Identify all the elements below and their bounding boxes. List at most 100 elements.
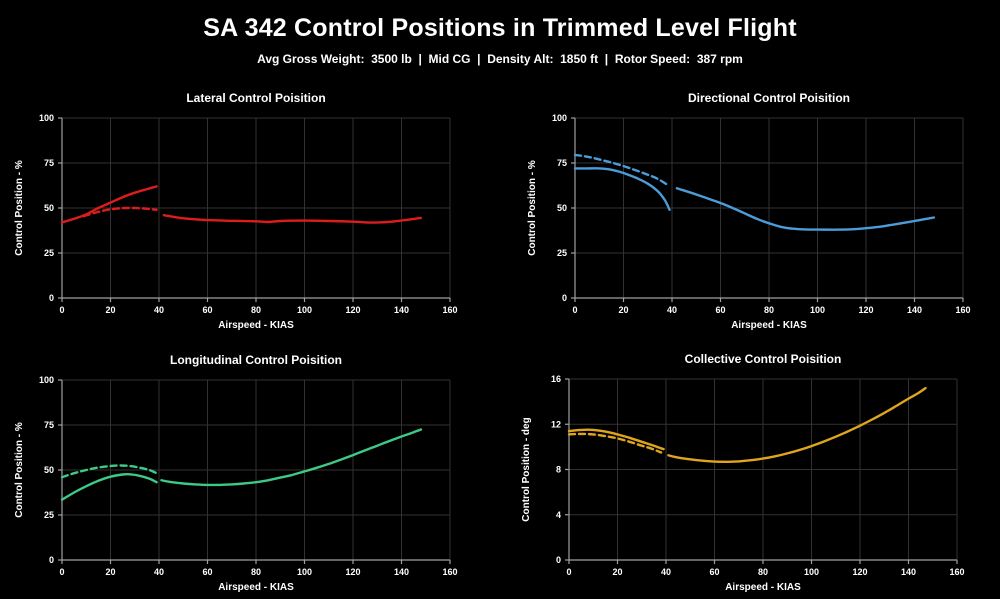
svg-text:40: 40: [154, 305, 164, 315]
svg-text:0: 0: [566, 567, 571, 577]
svg-text:140: 140: [394, 567, 409, 577]
svg-text:20: 20: [612, 567, 622, 577]
svg-text:75: 75: [557, 158, 567, 168]
svg-text:100: 100: [39, 113, 54, 123]
series-directional-low-speed-dashed: [573, 153, 669, 186]
svg-text:4: 4: [556, 510, 561, 520]
chart-title: Longitudinal Control Poisition: [170, 353, 342, 367]
svg-text:25: 25: [44, 510, 54, 520]
y-axis-label: Control Position - %: [14, 422, 25, 518]
chart-svg-directional: 0 20 40 60 80 100 120 140 160 0 25 50 75 100 Direction…: [527, 91, 971, 331]
svg-text:100: 100: [810, 305, 825, 315]
y-tick-labels: 0 25 50 75 100: [39, 113, 54, 303]
chart-svg-longitudinal: 0 20 40 60 80 100 120 140 160 0 25 50 75 100 Longitudi…: [14, 353, 458, 593]
axes: [58, 379, 451, 564]
y-axis-label: Control Position - deg: [521, 417, 532, 521]
series-collective-low-speed-dashed: [567, 432, 663, 454]
plot-grid: [568, 378, 958, 561]
x-tick-labels: 0 20 40 60 80 100 120 140 160: [59, 305, 457, 315]
svg-text:100: 100: [297, 305, 312, 315]
x-axis-label: Airspeed - KIAS: [731, 320, 807, 331]
svg-text:60: 60: [202, 305, 212, 315]
svg-text:0: 0: [59, 567, 64, 577]
series-lateral-low-speed-solid: [60, 185, 158, 224]
svg-text:8: 8: [556, 465, 561, 475]
svg-text:80: 80: [251, 305, 261, 315]
axes: [571, 117, 964, 302]
svg-text:0: 0: [49, 555, 54, 565]
svg-text:60: 60: [715, 305, 725, 315]
svg-text:160: 160: [949, 567, 964, 577]
y-tick-labels: 0 25 50 75 100: [552, 113, 567, 303]
svg-text:25: 25: [44, 248, 54, 258]
svg-text:50: 50: [44, 203, 54, 213]
svg-text:0: 0: [572, 305, 577, 315]
chart-directional-control: 0 20 40 60 80 100 120 140 160 0 25 50 75 100 Direction…: [500, 85, 1000, 335]
series-longitudinal-cruise-solid: [160, 428, 423, 487]
y-axis-label: Control Position - %: [14, 160, 25, 256]
x-axis-label: Airspeed - KIAS: [725, 582, 801, 593]
chart-title: Lateral Control Poisition: [186, 91, 325, 105]
svg-text:20: 20: [105, 567, 115, 577]
series-collective-low-speed-solid: [567, 428, 665, 451]
chart-title: Directional Control Poisition: [688, 91, 850, 105]
plot-grid: [61, 117, 451, 299]
svg-text:0: 0: [562, 293, 567, 303]
series-longitudinal-low-speed-solid: [60, 472, 158, 501]
chart-svg-lateral: 0 20 40 60 80 100 120 140 160 0 25 50 75 100 Lateral C…: [14, 91, 458, 331]
svg-text:100: 100: [552, 113, 567, 123]
svg-text:160: 160: [442, 305, 457, 315]
svg-text:100: 100: [804, 567, 819, 577]
svg-text:120: 120: [345, 567, 360, 577]
series-longitudinal-low-speed-dashed: [60, 464, 158, 479]
svg-text:12: 12: [551, 419, 561, 429]
axes: [565, 378, 958, 564]
svg-text:40: 40: [661, 567, 671, 577]
svg-text:16: 16: [551, 374, 561, 384]
svg-text:160: 160: [955, 305, 970, 315]
svg-text:120: 120: [858, 305, 873, 315]
svg-text:20: 20: [618, 305, 628, 315]
x-axis-label: Airspeed - KIAS: [218, 320, 294, 331]
svg-text:50: 50: [557, 203, 567, 213]
svg-text:20: 20: [105, 305, 115, 315]
svg-text:0: 0: [59, 305, 64, 315]
series-lateral-low-speed-dashed: [82, 206, 158, 218]
series-collective-cruise-solid: [667, 386, 927, 464]
svg-text:40: 40: [154, 567, 164, 577]
svg-text:80: 80: [251, 567, 261, 577]
page-subtitle: Avg Gross Weight: 3500 lb | Mid CG | Den…: [257, 52, 743, 66]
svg-text:40: 40: [667, 305, 677, 315]
svg-text:140: 140: [907, 305, 922, 315]
svg-text:120: 120: [345, 305, 360, 315]
chart-lateral-control: 0 20 40 60 80 100 120 140 160 0 25 50 75 100 Lateral C…: [0, 85, 500, 335]
plot-grid: [574, 117, 964, 299]
svg-text:100: 100: [39, 375, 54, 385]
svg-text:50: 50: [44, 465, 54, 475]
chart-title: Collective Control Poisition: [685, 352, 842, 366]
svg-text:80: 80: [764, 305, 774, 315]
svg-text:80: 80: [758, 567, 768, 577]
plot-grid: [61, 379, 451, 561]
x-tick-labels: 0 20 40 60 80 100 120 140 160: [59, 567, 457, 577]
axes: [58, 117, 451, 302]
y-tick-labels: 0 25 50 75 100: [39, 375, 54, 565]
svg-text:140: 140: [901, 567, 916, 577]
svg-text:120: 120: [852, 567, 867, 577]
svg-text:75: 75: [44, 158, 54, 168]
chart-collective-control: 0 20 40 60 80 100 120 140 160 0 4 8 12 16 Collective C…: [500, 345, 1000, 599]
page-title: SA 342 Control Positions in Trimmed Leve…: [203, 14, 797, 42]
x-tick-labels: 0 20 40 60 80 100 120 140 160: [572, 305, 970, 315]
chart-svg-collective: 0 20 40 60 80 100 120 140 160 0 4 8 12 16 Collective C…: [521, 352, 965, 593]
y-tick-labels: 0 4 8 12 16: [551, 374, 561, 565]
svg-text:60: 60: [202, 567, 212, 577]
series-directional-cruise-solid: [675, 187, 936, 231]
svg-text:160: 160: [442, 567, 457, 577]
svg-text:25: 25: [557, 248, 567, 258]
chart-longitudinal-control: 0 20 40 60 80 100 120 140 160 0 25 50 75 100 Longitudi…: [0, 345, 500, 599]
x-tick-labels: 0 20 40 60 80 100 120 140 160: [566, 567, 964, 577]
svg-text:0: 0: [556, 555, 561, 565]
x-axis-label: Airspeed - KIAS: [218, 582, 294, 593]
svg-text:60: 60: [709, 567, 719, 577]
series-lateral-cruise-solid: [162, 214, 423, 224]
